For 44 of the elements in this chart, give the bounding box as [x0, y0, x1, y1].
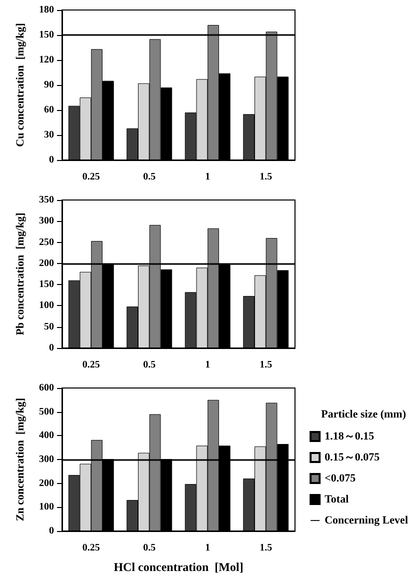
x-tick-label: 0.5	[143, 172, 156, 182]
y-tick-label: 300	[39, 216, 54, 227]
y-tick-label: 200	[39, 478, 54, 489]
y-tick-label: 0	[49, 342, 54, 354]
legend-label: <0.075	[324, 472, 356, 484]
legend-title: Particle size (mm)	[321, 408, 406, 420]
y-axis-title: Pb concentration [mg/kg]	[14, 212, 26, 336]
y-tick-label: 90	[44, 80, 54, 90]
x-tick-label: 0.5	[143, 542, 156, 554]
x-tick-label: 1.5	[260, 542, 272, 554]
y-tick-label: 180	[39, 4, 54, 16]
y-tick-label: 500	[39, 406, 54, 418]
x-tick-label: 0.5	[143, 360, 156, 370]
x-axis-title: HCl concentration [Mol]	[114, 560, 244, 574]
x-tick-label: 1.5	[260, 172, 272, 182]
y-tick-label: 300	[39, 454, 54, 465]
y-axis-title: Cu concentration [mg/kg]	[14, 23, 26, 147]
x-tick-label: 0.25	[82, 172, 100, 182]
legend-label: 1.18～0.15	[324, 430, 375, 442]
y-tick-label: 0	[49, 154, 54, 166]
y-tick-label: 150	[39, 30, 54, 40]
y-tick-label: 100	[39, 300, 54, 312]
x-tick-label: 0.25	[82, 542, 100, 554]
y-tick-label: 60	[44, 104, 54, 116]
y-tick-label: 250	[39, 236, 54, 248]
legend-label: Total	[324, 494, 349, 506]
y-tick-label: 120	[39, 54, 54, 66]
y-tick-label: 150	[39, 279, 54, 290]
y-axis-title: Zn concentration [mg/kg]	[14, 398, 26, 522]
legend-label: 0.15～0.075	[324, 452, 380, 464]
y-tick-label: 30	[44, 130, 54, 140]
x-tick-label: 1	[205, 172, 210, 182]
y-tick-label: 100	[39, 502, 54, 513]
x-tick-label: 1.5	[260, 360, 272, 370]
x-tick-label: 1	[205, 360, 210, 370]
y-tick-label: 200	[39, 258, 54, 269]
y-tick-label: 400	[39, 430, 54, 442]
legend-label: Concerning Level	[324, 514, 408, 526]
y-tick-label: 350	[39, 194, 54, 206]
y-tick-label: 600	[39, 382, 54, 394]
y-tick-label: 50	[44, 321, 54, 332]
y-tick-label: 0	[49, 526, 54, 536]
x-tick-label: 0.25	[82, 360, 100, 370]
x-tick-label: 1	[205, 542, 210, 554]
